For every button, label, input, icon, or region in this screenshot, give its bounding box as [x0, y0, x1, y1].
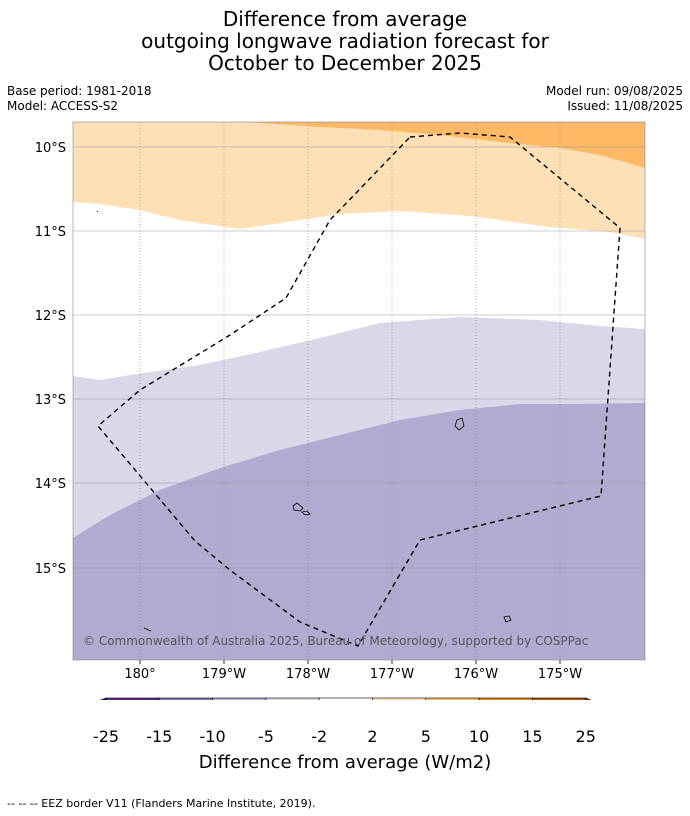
island-outline	[301, 510, 311, 516]
colorbar-tick-labels: -25 -15 -10 -5 -2 2 5 10 15 25	[0, 727, 690, 747]
latitude-label: 14°S	[35, 477, 66, 492]
colorbar-tick-label: -15	[146, 727, 173, 746]
anomaly-region-5-to-10	[245, 122, 645, 168]
colorbar-tick-label: -10	[199, 727, 226, 746]
island-outline	[503, 615, 512, 623]
latitude-label: 11°S	[35, 225, 66, 240]
colorbar-segment	[318, 697, 373, 700]
colorbar-segment	[532, 697, 587, 700]
gridlines	[73, 122, 645, 660]
colorbar-tick-label: -25	[92, 727, 120, 746]
longitude-label: 178°W	[286, 667, 330, 682]
colorbar-tick-label: 10	[468, 727, 490, 746]
eez-border	[97, 132, 621, 647]
latitude-label: 15°S	[35, 562, 66, 577]
longitude-label: 179°W	[202, 667, 246, 682]
colorbar-segment	[105, 697, 160, 700]
run-info: Model run: 09/08/2025 Issued: 11/08/2025	[546, 84, 683, 114]
forecast-map: © Commonwealth of Australia 2025, Bureau…	[35, 121, 646, 700]
island-outlines	[96, 210, 512, 632]
colorbar-segment	[159, 697, 213, 700]
island-outline	[96, 210, 99, 213]
longitude-labels: 180° 179°W 178°W 177°W 176°W 175°W	[124, 660, 582, 682]
island-outline	[143, 627, 152, 632]
colorbar-extend-high	[585, 697, 592, 700]
latitude-label: 13°S	[35, 393, 66, 408]
colorbar-tick-label: 5	[420, 727, 431, 746]
map-frame	[72, 121, 646, 661]
island-outline	[454, 417, 465, 431]
colorbar-segment	[212, 697, 267, 700]
model-info: Base period: 1981-2018 Model: ACCESS-S2	[7, 84, 152, 114]
eez-legend-note: -- -- -- EEZ border V11 (Flanders Marine…	[7, 797, 316, 810]
longitude-label: 180°	[124, 667, 155, 682]
latitude-label: 12°S	[35, 309, 66, 324]
copyright-notice: © Commonwealth of Australia 2025, Bureau…	[83, 634, 588, 648]
chart-title: Difference from average outgoing longwav…	[0, 8, 690, 74]
anomaly-region-2-to-5	[73, 122, 645, 239]
model-name: Model: ACCESS-S2	[7, 99, 119, 113]
map-area	[73, 122, 645, 660]
latitude-labels: 10°S 11°S 12°S 13°S 14°S 15°S	[35, 141, 66, 577]
colorbar-segment	[265, 697, 320, 700]
island-outline	[292, 502, 304, 512]
colorbar-tick-label: 25	[575, 727, 596, 746]
colorbar-tick-label: -5	[257, 727, 274, 746]
title-line-3: October to December 2025	[208, 51, 482, 75]
anomaly-region-minus-5-to-minus-10	[73, 403, 645, 660]
colorbar-tick-label: 15	[522, 727, 543, 746]
colorbar-title: Difference from average (W/m2)	[198, 752, 492, 773]
longitude-label: 176°W	[454, 667, 498, 682]
colorbar-tick-label: -2	[311, 727, 328, 746]
colorbar-extend-low	[99, 697, 107, 700]
model-run-date: Model run: 09/08/2025	[545, 84, 683, 98]
title-line-2: outgoing longwave radiation forecast for	[141, 29, 549, 53]
latitude-label: 10°S	[35, 141, 66, 156]
colorbar-tick-label: 2	[367, 727, 378, 746]
longitude-label: 175°W	[538, 667, 582, 682]
colorbar-segment	[425, 697, 480, 700]
colorbar-segment	[478, 697, 533, 700]
colorbar	[99, 697, 592, 700]
issued-date: Issued: 11/08/2025	[567, 99, 683, 113]
title-line-1: Difference from average	[222, 7, 468, 31]
longitude-label: 177°W	[370, 667, 414, 682]
colorbar-segment	[372, 697, 427, 700]
base-period: Base period: 1981-2018	[7, 84, 152, 98]
